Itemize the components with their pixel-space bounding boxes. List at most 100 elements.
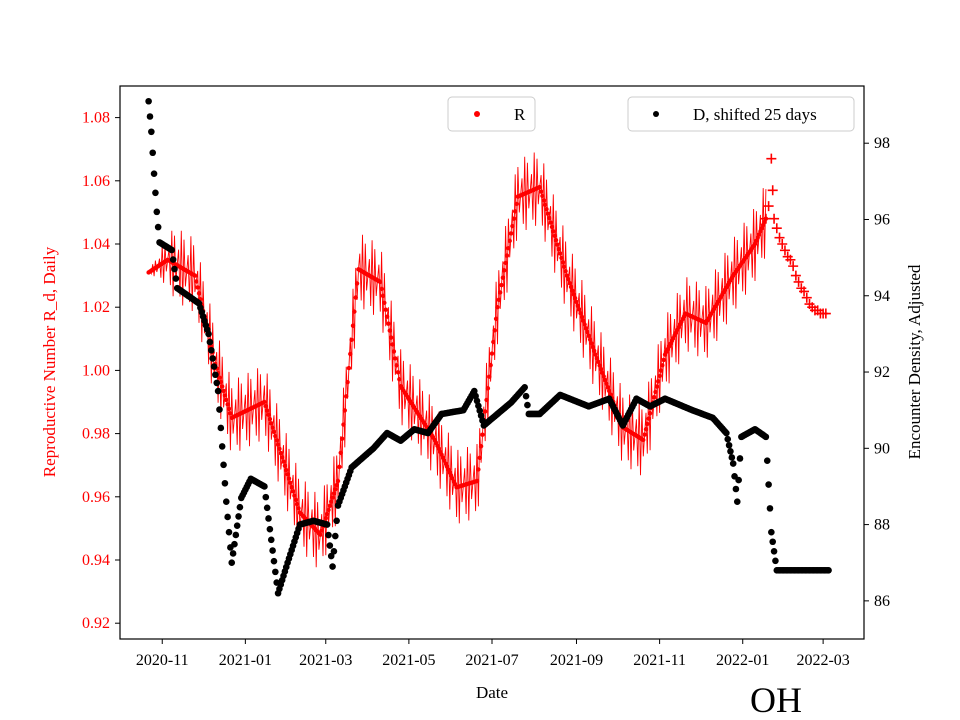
d-point [218, 443, 226, 450]
y-axis-left-label: Reproductive Number R_d, Daily [40, 246, 59, 477]
d-point [325, 531, 332, 539]
d-point [521, 383, 529, 391]
r-point [579, 314, 585, 320]
r-point [228, 411, 233, 416]
r-point [567, 280, 572, 286]
d-point [209, 355, 216, 362]
y-left-tick-label: 0.98 [82, 426, 110, 443]
d-point [725, 441, 733, 449]
x-tick-label: 2020-11 [136, 652, 189, 669]
r-line [148, 152, 767, 568]
r-plus-point [769, 213, 780, 224]
r-point [542, 202, 548, 208]
r-point [555, 242, 560, 247]
r-point [577, 307, 582, 312]
r-point [330, 495, 335, 500]
x-tick-label: 2022-01 [716, 652, 769, 669]
r-point [192, 273, 198, 278]
y-left-tick-label: 1.04 [82, 236, 110, 253]
legend-r-label: R [514, 105, 526, 124]
d-point [212, 371, 219, 379]
d-point [333, 517, 340, 525]
d-point [323, 521, 331, 528]
x-tick-label: 2021-03 [299, 652, 352, 669]
d-point [766, 505, 774, 512]
r-plus-point [801, 292, 812, 303]
legend-r-marker [474, 111, 480, 117]
y-left-tick-label: 1.06 [82, 173, 110, 190]
d-point [150, 170, 158, 178]
d-point [270, 557, 278, 565]
d-point [763, 457, 771, 465]
d-point [735, 476, 742, 484]
d-point [172, 275, 180, 282]
y-right-tick-label: 98 [874, 135, 890, 152]
x-axis-label: Date [476, 683, 508, 702]
r-point [571, 292, 576, 297]
d-point [235, 513, 242, 520]
d-point [728, 454, 736, 461]
d-point [267, 536, 275, 544]
legend-d: D, shifted 25 days [627, 96, 855, 132]
y-right-tick-label: 88 [874, 517, 890, 534]
x-tick-label: 2021-11 [633, 652, 686, 669]
r-point [564, 273, 570, 278]
d-point [263, 504, 271, 512]
d-point [724, 435, 732, 443]
d-series [145, 97, 832, 597]
x-tick-label: 2021-05 [382, 652, 435, 669]
d-point [168, 246, 176, 254]
d-point [331, 532, 339, 540]
d-point [214, 387, 222, 395]
y-right-tick-label: 92 [874, 364, 890, 381]
r-point [226, 406, 232, 412]
legend-r: R [447, 96, 536, 132]
y-left-tick-label: 1.08 [82, 110, 110, 127]
legend-d-label: D, shifted 25 days [693, 105, 817, 124]
y-right-tick-label: 94 [874, 288, 890, 305]
y-left-tick-label: 1.02 [82, 299, 110, 316]
d-point [266, 525, 274, 533]
r-point [294, 501, 300, 507]
d-point [524, 401, 531, 409]
r-point [548, 220, 553, 225]
r-point [275, 442, 281, 447]
d-point [269, 547, 276, 554]
d-point [736, 455, 744, 462]
d-point [169, 256, 177, 263]
x-tick-label: 2021-09 [550, 652, 603, 669]
d-point [220, 461, 227, 469]
y-right-tick-label: 96 [874, 211, 890, 228]
d-point [732, 485, 740, 493]
y-left-tick-label: 0.96 [82, 489, 110, 506]
d-point [206, 338, 214, 346]
y-left-tick-label: 0.94 [82, 552, 110, 569]
r-point [570, 288, 575, 293]
d-point [222, 498, 230, 506]
d-point [145, 97, 152, 105]
r-point [602, 377, 608, 383]
r-point [284, 467, 289, 473]
d-point [723, 429, 730, 437]
d-point [265, 515, 272, 522]
axes-ticks: 2020-11 2021-01 2021-03 2021-05 2021-07 2021-… [82, 110, 890, 669]
d-point [210, 363, 218, 370]
r-point [293, 497, 298, 503]
r-plus-point [766, 153, 777, 164]
d-point [272, 568, 279, 576]
x-tick-label: 2021-01 [219, 652, 272, 669]
r-plus-point [788, 261, 799, 272]
d-point [224, 513, 231, 521]
r-plus-point [767, 185, 778, 196]
y-right-tick-label: 86 [874, 593, 890, 610]
d-point [769, 538, 777, 546]
d-point [770, 547, 778, 555]
r-point [538, 189, 544, 194]
d-point [729, 460, 737, 467]
d-point [146, 113, 154, 120]
d-point [233, 522, 241, 529]
d-point [153, 208, 161, 216]
d-point [733, 498, 741, 506]
r-point [264, 408, 270, 413]
d-point [236, 503, 244, 511]
